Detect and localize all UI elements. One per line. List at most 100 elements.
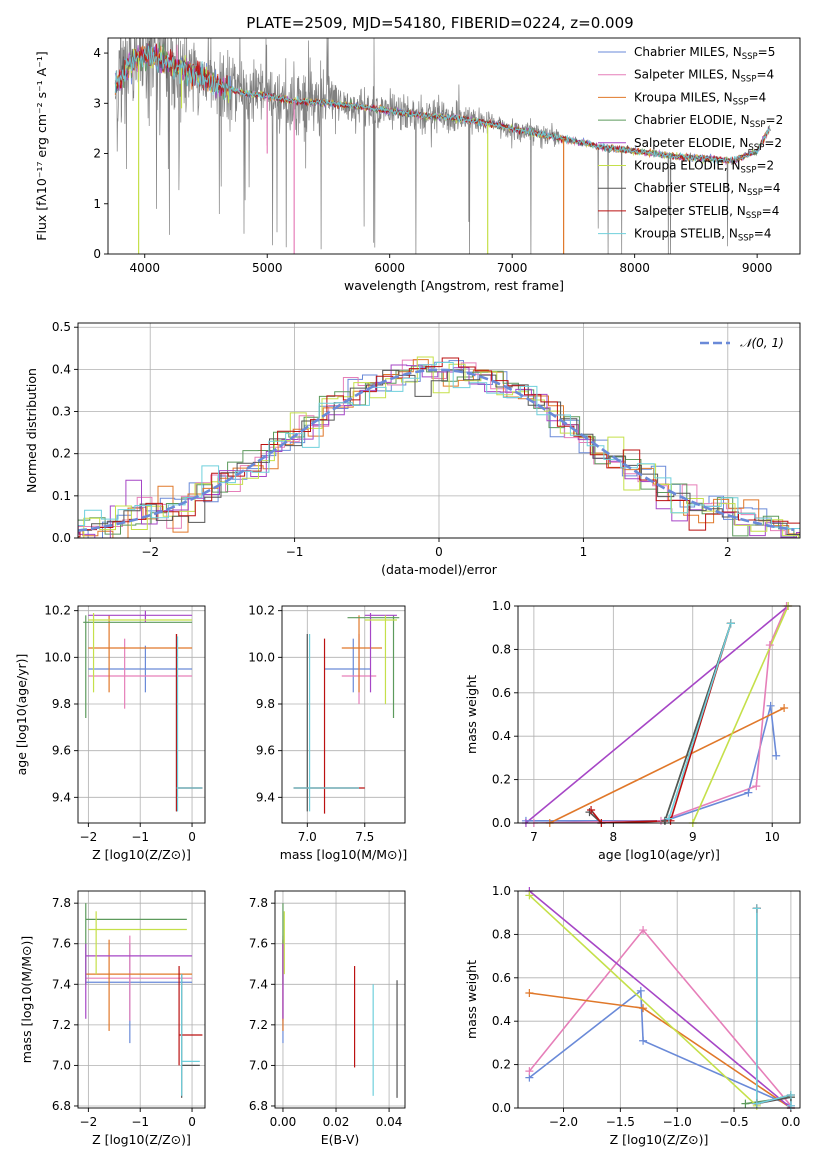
spectrum-panel: 4000 5000 6000 7000 8000 9000 0 1 2 3 4 wavelength … (34, 37, 801, 293)
massweight-vs-Z-point-marker (525, 1067, 534, 1076)
legend-label-count: =2 (756, 159, 774, 173)
residuals-xtick-label: 0 (435, 545, 443, 559)
legend-label: Salpeter ELODIE, NSSP=2 (634, 136, 782, 153)
spectrum-ylabel: Flux [fλ10⁻¹⁷ erg cm⁻² s⁻¹ A⁻¹] (34, 51, 49, 240)
spectrum-xtick-label: 5000 (252, 261, 283, 275)
residual-histogram-salpeter-miles (78, 359, 800, 538)
massweight-vs-age-frame (517, 605, 801, 824)
residuals-ytick-label: 0.3 (52, 405, 71, 419)
massweight-vs-Z-ytick-label: 0.6 (492, 971, 511, 985)
massweight-vs-age-ytick-label: 0.0 (492, 816, 511, 830)
massweight-vs-Z-ytick-label: 0.2 (492, 1058, 511, 1072)
residuals-plot-area (78, 356, 800, 538)
massweight-vs-Z-point-marker (752, 904, 761, 913)
mass-vs-Z-ytick-label: 7.2 (52, 1018, 71, 1032)
spectrum-plot-area (114, 38, 771, 254)
age-vs-Z-ytick-label: 10.0 (44, 650, 71, 664)
massweight-vs-Z-series-line (528, 989, 792, 1107)
massweight-vs-Z-point-marker (786, 1101, 795, 1110)
massweight-vs-age-xtick-label: 10 (765, 830, 780, 844)
spectrum-xlabel: wavelength [Angstrom, rest frame] (344, 278, 564, 293)
legend-label: Kroupa ELODIE, NSSP=2 (634, 159, 774, 176)
massweight-vs-age-ytick-label: 1.0 (492, 599, 511, 613)
mass-vs-Z-ytick-label: 7.6 (52, 937, 71, 951)
mass-vs-Z-ytick-label: 6.8 (52, 1099, 71, 1113)
mass-vs-Z-ytick-label: 7.0 (52, 1058, 71, 1072)
massweight-vs-Z-ytick-label: 1.0 (492, 884, 511, 898)
legend-label-count: =2 (766, 113, 784, 127)
spectrum-xtick-label: 4000 (129, 261, 160, 275)
age-vs-mass-frame (281, 605, 406, 824)
spectrum-ytick-label: 1 (93, 197, 101, 211)
legend-label-sub: SSP (738, 234, 754, 244)
massweight-vs-age-xlabel: age [log10(age/yr)] (598, 847, 720, 862)
massweight-vs-Z-ytick-label: 0.4 (492, 1014, 511, 1028)
age-vs-Z-panel: −2 −1 0 9.4 9.6 9.8 10.0 10.2 Z [log10(Z/Z⊙)] age… (14, 604, 206, 862)
mass-vs-Z-xlabel: Z [log10(Z/Z⊙)] (92, 1132, 191, 1147)
legend-label-sub: SSP (750, 120, 766, 130)
legend-label-text: Chabrier STELIB, N (634, 181, 747, 195)
age-vs-Z-xtick-label: 0 (188, 830, 196, 844)
massweight-vs-Z-panel: −2.0 −1.5 −1.0 −0.5 0.0 0.0 0.2 0.4 0.6 0.8 1.0 Z [… (464, 884, 800, 1147)
massweight-vs-Z-frame (517, 890, 801, 1109)
legend-label-text: Chabrier ELODIE, N (634, 113, 750, 127)
massweight-vs-age-point-marker (780, 703, 789, 712)
spectrum-xtick-label: 9000 (742, 261, 773, 275)
age-vs-mass-plot-area (293, 613, 400, 814)
mass-vs-ebv-panel: 0.00 0.02 0.04 6.8 7.0 7.2 7.4 7.6 7.8 E(B-V) (249, 890, 406, 1147)
massweight-vs-Z-series-line (756, 908, 792, 1105)
legend-label-text: Kroupa MILES, N (634, 90, 733, 104)
legend-label-sub: SSP (742, 52, 758, 62)
massweight-vs-Z-point-marker (636, 986, 645, 995)
mass-vs-ebv-ytick-label: 7.2 (249, 1018, 268, 1032)
massweight-vs-Z-point-marker (525, 988, 534, 997)
legend-label-count: =2 (764, 136, 782, 150)
age-vs-mass-ytick-label: 10.2 (248, 604, 275, 618)
massweight-vs-age-series-line (692, 606, 789, 823)
massweight-vs-age-xtick-label: 8 (610, 830, 618, 844)
massweight-vs-age-series-line (525, 705, 777, 822)
massweight-vs-Z-series-line (756, 908, 792, 1106)
massweight-vs-Z-point-marker (786, 1090, 795, 1099)
age-vs-mass-ytick-label: 10.0 (248, 650, 275, 664)
age-vs-Z-frame (77, 605, 206, 824)
massweight-vs-age-panel: 7 8 9 10 0.0 0.2 0.4 0.6 0.8 1.0 age [log10(age/yr… (464, 599, 801, 862)
mass-vs-ebv-ytick-label: 7.8 (249, 896, 268, 910)
legend-label-text: Salpeter MILES, N (634, 68, 741, 82)
normal-legend-label: 𝒩(0, 1) (740, 336, 784, 350)
legend-label-count: =4 (763, 181, 781, 195)
massweight-vs-Z-series-line (528, 891, 792, 1108)
legend-label-count: =4 (762, 204, 780, 218)
spectrum-ytick-label: 3 (93, 96, 101, 110)
age-vs-mass-ytick-label: 9.8 (256, 697, 275, 711)
massweight-vs-Z-point-marker (639, 926, 648, 935)
legend-label: Chabrier STELIB, NSSP=4 (634, 181, 781, 198)
massweight-vs-Z-xtick-label: −2.0 (549, 1115, 578, 1129)
legend-label-sub: SSP (741, 166, 757, 176)
legend-label: Kroupa STELIB, NSSP=4 (634, 227, 772, 244)
spectrum-frame (107, 37, 801, 255)
residuals-frame (77, 322, 801, 539)
massweight-vs-age-series-line (590, 623, 732, 823)
legend-label-text: Kroupa ELODIE, N (634, 159, 741, 173)
legend-label-text: Salpeter STELIB, N (634, 204, 746, 218)
massweight-vs-Z-xtick-label: −1.5 (606, 1115, 635, 1129)
massweight-vs-age-series-line (525, 606, 789, 823)
legend-label-sub: SSP (746, 211, 762, 221)
massweight-vs-age-point-marker (664, 814, 673, 823)
massweight-vs-Z-xtick-label: −0.5 (719, 1115, 748, 1129)
legend-label-sub: SSP (747, 188, 763, 198)
residuals-ytick-label: 0.2 (52, 447, 71, 461)
massweight-vs-age-ytick-label: 0.8 (492, 642, 511, 656)
mass-vs-Z-ytick-label: 7.4 (52, 977, 71, 991)
legend-label: Chabrier ELODIE, NSSP=2 (634, 113, 783, 130)
mass-vs-ebv-ytick-label: 7.4 (249, 977, 268, 991)
legend-label-count: =4 (754, 227, 772, 241)
residuals-ylabel: Normed distribution (24, 368, 39, 493)
age-vs-mass-xtick-label: 7.5 (355, 830, 374, 844)
age-vs-Z-plot-area (83, 610, 203, 812)
legend-label: Salpeter MILES, NSSP=4 (634, 68, 774, 85)
residuals-ytick-label: 0.4 (52, 362, 71, 376)
residuals-ytick-label: 0.5 (52, 320, 71, 334)
